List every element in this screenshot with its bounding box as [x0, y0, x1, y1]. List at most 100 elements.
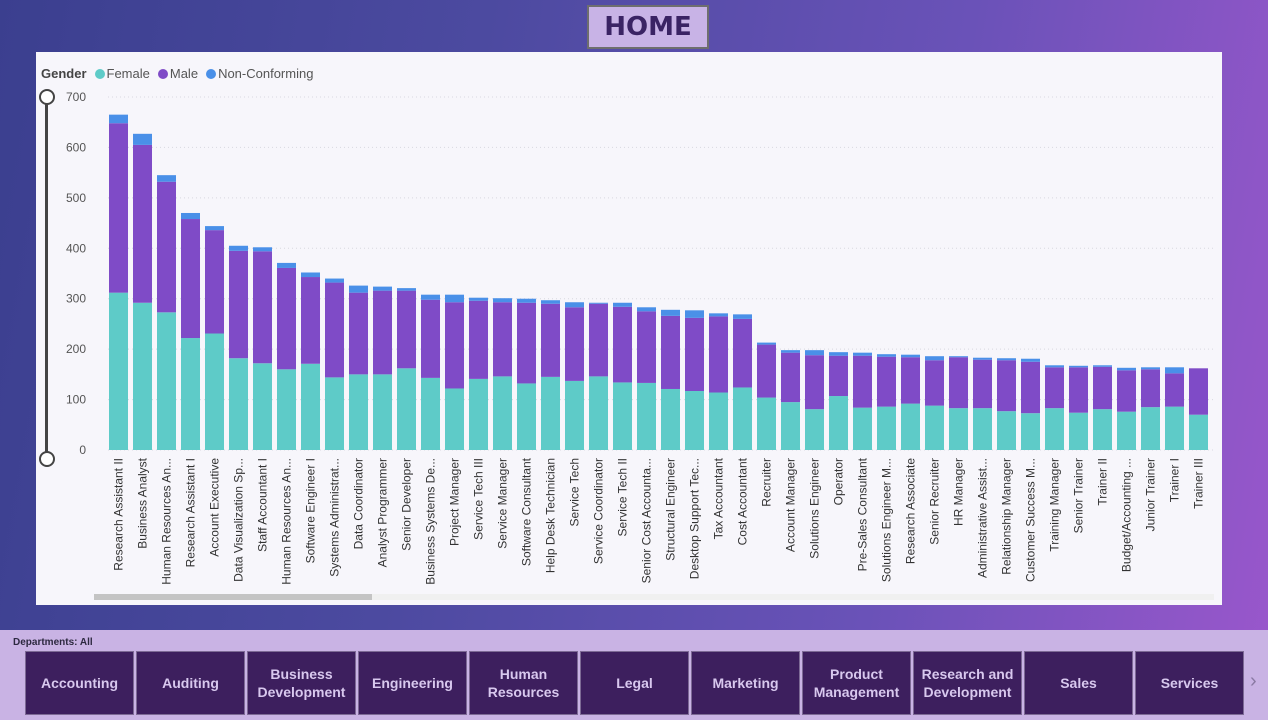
dept-button-legal[interactable]: Legal — [580, 651, 689, 715]
bar-segment-male[interactable] — [685, 317, 704, 391]
bar-segment-male[interactable] — [277, 267, 296, 370]
bar-segment-female[interactable] — [829, 396, 848, 450]
bar-segment-male[interactable] — [397, 290, 416, 369]
bar-segment-female[interactable] — [349, 374, 368, 450]
dept-button-human-resources[interactable]: Human Resources — [469, 651, 578, 715]
bar-segment-female[interactable] — [733, 387, 752, 450]
bar-segment-female[interactable] — [997, 411, 1016, 450]
bar-segment-female[interactable] — [109, 292, 128, 450]
bar-segment-non-conforming[interactable] — [709, 313, 728, 317]
bar-segment-non-conforming[interactable] — [781, 350, 800, 353]
bar-segment-male[interactable] — [469, 300, 488, 379]
legend-item-female[interactable]: Female — [94, 66, 150, 81]
bar-segment-non-conforming[interactable] — [181, 212, 200, 220]
bar-segment-female[interactable] — [541, 376, 560, 450]
bar-segment-non-conforming[interactable] — [325, 278, 344, 283]
bar-segment-male[interactable] — [205, 230, 224, 334]
bar-segment-non-conforming[interactable] — [853, 352, 872, 356]
bar-segment-non-conforming[interactable] — [1117, 367, 1136, 371]
bar-segment-non-conforming[interactable] — [901, 354, 920, 358]
bar-segment-male[interactable] — [373, 290, 392, 375]
horizontal-scrollbar-thumb[interactable] — [94, 594, 372, 600]
bar-segment-male[interactable] — [949, 357, 968, 409]
chevron-right-icon[interactable]: › — [1250, 670, 1257, 692]
bar-segment-male[interactable] — [709, 316, 728, 393]
bar-segment-non-conforming[interactable] — [1093, 365, 1112, 367]
bar-segment-female[interactable] — [301, 363, 320, 450]
dept-button-auditing[interactable]: Auditing — [136, 651, 245, 715]
bar-segment-male[interactable] — [781, 352, 800, 403]
bar-segment-female[interactable] — [373, 374, 392, 450]
y-range-slider-bottom-handle[interactable] — [39, 451, 55, 467]
bar-segment-non-conforming[interactable] — [973, 357, 992, 360]
bar-segment-male[interactable] — [253, 251, 272, 364]
bar-segment-non-conforming[interactable] — [541, 300, 560, 304]
bar-segment-male[interactable] — [181, 219, 200, 339]
bar-segment-female[interactable] — [133, 302, 152, 450]
bar-segment-male[interactable] — [109, 123, 128, 293]
bar-segment-male[interactable] — [925, 360, 944, 406]
bar-segment-non-conforming[interactable] — [373, 286, 392, 291]
bar-segment-male[interactable] — [493, 302, 512, 377]
bar-segment-male[interactable] — [1045, 367, 1064, 409]
bar-segment-female[interactable] — [229, 358, 248, 450]
bar-segment-male[interactable] — [805, 355, 824, 410]
bar-segment-male[interactable] — [1141, 369, 1160, 408]
bar-segment-male[interactable] — [733, 318, 752, 388]
bar-segment-female[interactable] — [949, 408, 968, 450]
bar-segment-female[interactable] — [805, 409, 824, 450]
bar-segment-female[interactable] — [181, 338, 200, 450]
bar-segment-female[interactable] — [397, 368, 416, 450]
bar-segment-female[interactable] — [277, 369, 296, 450]
bar-segment-male[interactable] — [829, 355, 848, 397]
bar-segment-non-conforming[interactable] — [253, 247, 272, 252]
bar-segment-male[interactable] — [517, 302, 536, 384]
bar-segment-male[interactable] — [1021, 361, 1040, 414]
bar-segment-female[interactable] — [901, 403, 920, 450]
bar-segment-non-conforming[interactable] — [469, 297, 488, 301]
bar-segment-male[interactable] — [1189, 368, 1208, 415]
bar-segment-female[interactable] — [1141, 407, 1160, 450]
bar-segment-non-conforming[interactable] — [805, 350, 824, 356]
bar-segment-male[interactable] — [349, 292, 368, 375]
bar-segment-male[interactable] — [661, 315, 680, 389]
bar-segment-non-conforming[interactable] — [421, 294, 440, 300]
bar-segment-non-conforming[interactable] — [949, 356, 968, 358]
bar-segment-non-conforming[interactable] — [877, 354, 896, 357]
bar-segment-non-conforming[interactable] — [1021, 358, 1040, 362]
bar-segment-female[interactable] — [469, 378, 488, 450]
bar-segment-female[interactable] — [421, 377, 440, 450]
bar-segment-non-conforming[interactable] — [517, 298, 536, 303]
bar-segment-female[interactable] — [1021, 413, 1040, 450]
bar-segment-non-conforming[interactable] — [157, 175, 176, 182]
bar-segment-female[interactable] — [877, 406, 896, 450]
bar-segment-male[interactable] — [133, 144, 152, 303]
bar-segment-non-conforming[interactable] — [349, 285, 368, 293]
bar-segment-non-conforming[interactable] — [445, 294, 464, 303]
bar-segment-male[interactable] — [229, 250, 248, 359]
bar-segment-non-conforming[interactable] — [205, 226, 224, 231]
bar-segment-non-conforming[interactable] — [1069, 365, 1088, 368]
bar-segment-male[interactable] — [877, 356, 896, 407]
horizontal-scrollbar-track[interactable] — [94, 594, 1214, 600]
bar-segment-non-conforming[interactable] — [997, 358, 1016, 361]
bar-segment-female[interactable] — [973, 408, 992, 450]
bar-segment-female[interactable] — [205, 333, 224, 450]
bar-segment-female[interactable] — [637, 382, 656, 450]
bar-segment-male[interactable] — [565, 307, 584, 381]
bar-segment-female[interactable] — [565, 380, 584, 450]
bar-segment-non-conforming[interactable] — [733, 314, 752, 319]
bar-segment-non-conforming[interactable] — [277, 262, 296, 268]
bar-segment-female[interactable] — [157, 312, 176, 450]
bar-segment-male[interactable] — [301, 277, 320, 364]
bar-segment-female[interactable] — [493, 376, 512, 450]
bar-segment-male[interactable] — [853, 355, 872, 408]
dept-button-marketing[interactable]: Marketing — [691, 651, 800, 715]
bar-segment-non-conforming[interactable] — [565, 302, 584, 308]
dept-button-engineering[interactable]: Engineering — [358, 651, 467, 715]
bar-segment-male[interactable] — [1165, 373, 1184, 407]
bar-segment-non-conforming[interactable] — [589, 302, 608, 304]
bar-segment-non-conforming[interactable] — [229, 245, 248, 251]
bar-segment-female[interactable] — [589, 376, 608, 450]
bar-segment-female[interactable] — [1189, 414, 1208, 450]
